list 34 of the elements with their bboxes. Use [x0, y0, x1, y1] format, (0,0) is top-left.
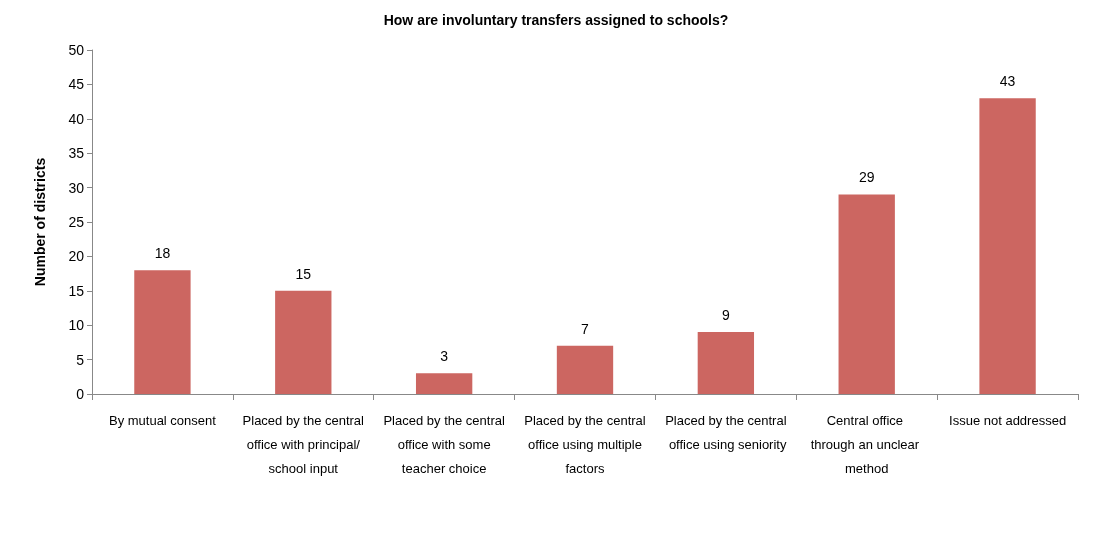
- chart-title: How are involuntary transfers assigned to schools?: [383, 12, 729, 28]
- x-tick-label: Central office through an unclear method: [810, 412, 923, 476]
- bar: [979, 98, 1036, 394]
- y-axis-title: Number of districts: [32, 157, 48, 287]
- bar: [415, 373, 473, 394]
- x-tick-label: By mutual consent: [108, 412, 217, 428]
- y-tick-label: 20: [68, 248, 85, 265]
- x-tick-label: Placed by the central office using multiple factors: [524, 412, 646, 476]
- x-tick-label: Placed by the central office with principal/ school input: [242, 412, 365, 476]
- data-label: 43: [999, 73, 1016, 90]
- y-tick-label: 30: [68, 179, 85, 196]
- bar: [838, 194, 895, 394]
- bar: [697, 332, 755, 394]
- bar: [134, 270, 191, 394]
- y-tick-label: 5: [76, 351, 85, 368]
- bar: [556, 345, 614, 394]
- y-tick-label: 40: [68, 110, 85, 127]
- x-tick-label: Placed by the central office with some teacher choice: [383, 412, 505, 476]
- y-tick-label: 45: [68, 76, 85, 93]
- data-label: 9: [721, 307, 730, 324]
- y-tick-label: 25: [68, 214, 85, 230]
- data-label: 3: [440, 348, 449, 365]
- y-tick-label: 35: [68, 145, 85, 162]
- y-tick-label: 50: [68, 42, 85, 58]
- x-tick-label: Placed by the central office using seniority: [665, 412, 787, 452]
- data-label: 18: [154, 245, 171, 262]
- x-tick-label: Issue not addressed: [949, 412, 1067, 428]
- bar: [275, 290, 332, 394]
- y-tick-label: 0: [76, 386, 85, 402]
- y-tick-label: 10: [68, 317, 85, 334]
- data-label: 15: [295, 265, 312, 282]
- data-label: 7: [581, 320, 590, 337]
- y-tick-label: 15: [68, 282, 85, 299]
- data-label: 29: [858, 169, 875, 186]
